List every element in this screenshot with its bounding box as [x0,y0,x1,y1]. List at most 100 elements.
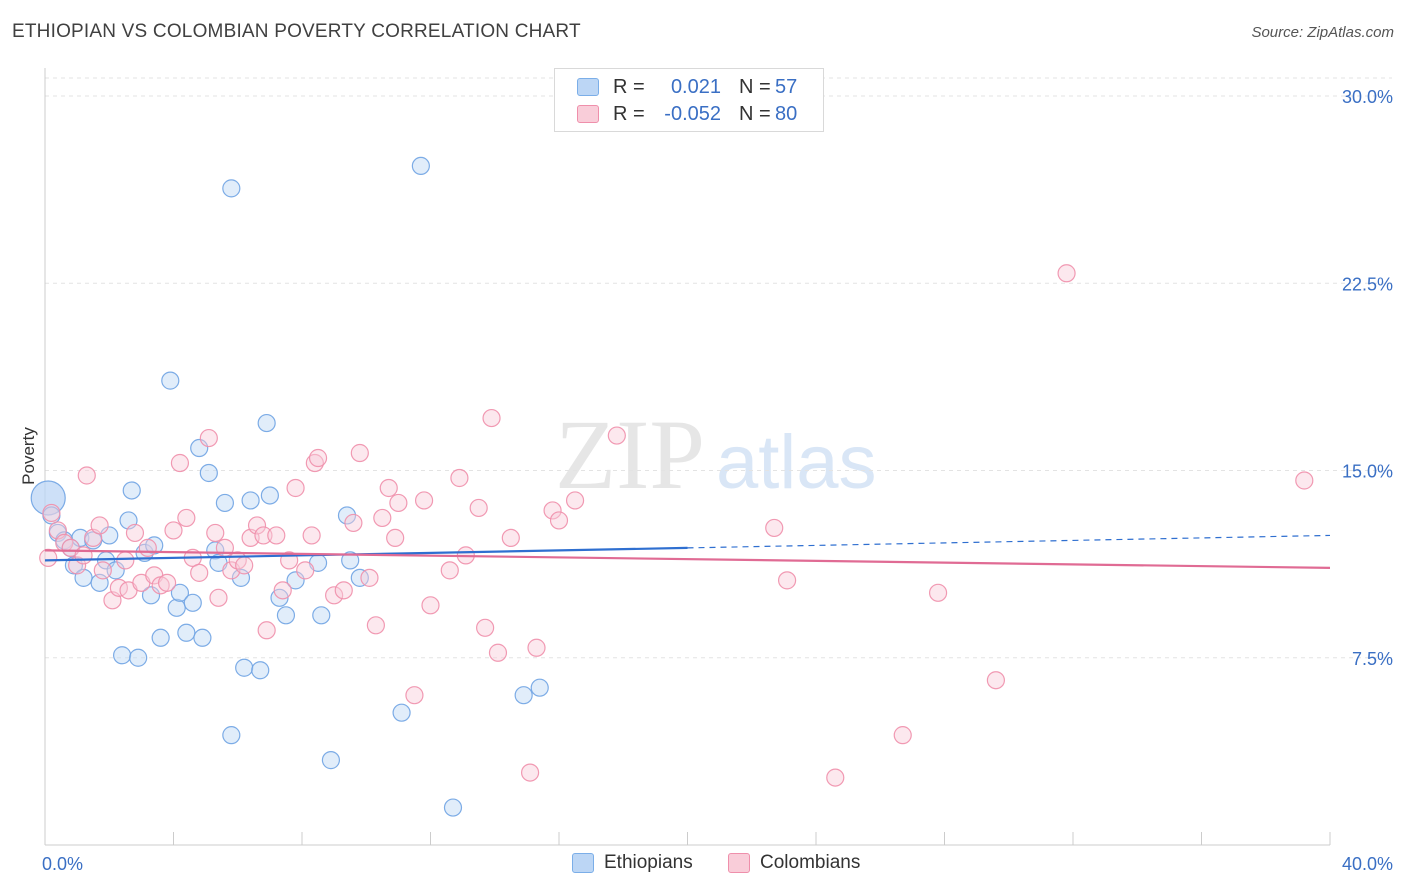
trend-lines [44,534,1331,569]
colombians-point [476,618,495,637]
ethiopians-point [177,623,196,642]
axes [44,68,1331,846]
colombians-point [209,588,228,607]
ethiopians-point [129,648,148,667]
ethiopians-point [411,156,430,176]
colombians-point [414,491,434,510]
y-tick-label: 7.5% [1352,649,1393,669]
colombians-point [138,538,157,557]
colombians-point [267,526,286,545]
colombians-point [488,643,508,662]
ethiopians-point [286,571,305,590]
colombians-point [254,526,273,545]
n-value: 57 [775,75,798,98]
colombians-point [826,768,845,787]
r-value: 0.021 [670,75,721,98]
colombians-point [565,491,585,510]
colombians-point [170,453,190,473]
colombians-point [527,638,546,657]
ethiopians-point [106,561,125,580]
colombians-point [765,518,784,538]
colombians-point [986,671,1006,690]
legend-row-colombians: R = -0.052 N = 80 [577,102,797,126]
colombians-point [421,596,440,615]
r-label: R = [613,75,645,98]
ethiopians-point [312,606,331,625]
y-axis-label: Poverty [19,427,38,485]
colombians-point [116,551,135,570]
colombians-point [549,511,569,530]
colombians-point [928,583,948,602]
ethiopians-point [341,551,360,570]
ethiopians-point [321,751,341,770]
ethiopians-point [514,686,533,705]
colombians-point [893,726,912,745]
colombians-point [469,498,488,518]
y-tick-label: 15.0% [1342,462,1393,482]
colombians-point [247,516,267,535]
colombians-point [344,513,363,533]
ethiopians-point [530,678,549,697]
colombians-point [77,466,96,485]
colombians-swatch-icon [577,105,599,123]
ethiopians-point [170,583,190,602]
colombians-point [543,501,562,520]
colombians-point [273,581,292,600]
legend-label-ethiopians: Ethiopians [604,852,693,873]
ethiopians-point [122,481,141,500]
ethiopians-point [235,658,254,677]
colombians-point [1057,264,1076,283]
colombians-point [386,528,405,548]
colombians-point [366,616,385,635]
n-value: 80 [775,102,798,125]
ethiopians-swatch-icon [577,78,599,96]
colombians-point [302,526,321,545]
ethiopians-point [443,798,463,817]
colombians-point [308,448,328,468]
ethiopians-point [350,568,369,587]
colombians-legend-swatch-icon [728,853,750,873]
colombians-point [405,686,424,705]
colombians-point [607,426,626,445]
r-value: -0.052 [664,102,721,125]
x-tick-label: 40.0% [1342,854,1393,874]
x-tick-label: 0.0% [42,854,83,874]
ethiopians-point [183,593,202,612]
tick-labels: 7.5% 15.0% 22.5% 30.0% 0.0% 40.0% [42,87,1393,874]
colombians-point [68,556,87,575]
colombians-point [125,523,145,543]
colombians-point [325,586,344,605]
ethiopians-point [193,628,212,647]
colombians-point [450,468,469,488]
ethiopians-point [141,586,161,605]
series-legend: Ethiopians Colombians [0,852,1406,876]
ethiopians-point [161,371,180,390]
ethiopians-point [222,179,241,198]
ethiopians-point [151,628,170,647]
colombians-point [206,523,225,543]
legend-item-ethiopians[interactable]: Ethiopians [572,852,693,874]
ethiopians-point [222,726,241,745]
colombians-point [164,521,183,540]
r-label: R = [613,102,645,125]
colombians-point [157,573,177,592]
colombians-point [257,621,276,640]
ethiopians-trend-extension [687,534,1331,549]
ethiopians-legend-swatch-icon [572,853,594,873]
ethiopians-point [251,661,270,680]
colombians-point [1295,471,1314,490]
correlation-legend: R = 0.021 N = 57 R = -0.052 N = 80 [554,68,824,132]
ethiopians-point [112,646,132,665]
colombians-point [93,561,112,580]
watermark-atlas: atlas [716,420,877,505]
ethiopians-point [392,703,411,722]
colombians-point [350,443,369,463]
legend-label-colombians: Colombians [760,852,861,873]
ethiopians-point [257,413,276,433]
legend-item-colombians[interactable]: Colombians [728,852,860,874]
colombians-trend-line [44,549,1331,569]
colombians-point [74,546,93,565]
colombians-point [373,508,392,528]
y-tick-label: 22.5% [1342,274,1393,294]
